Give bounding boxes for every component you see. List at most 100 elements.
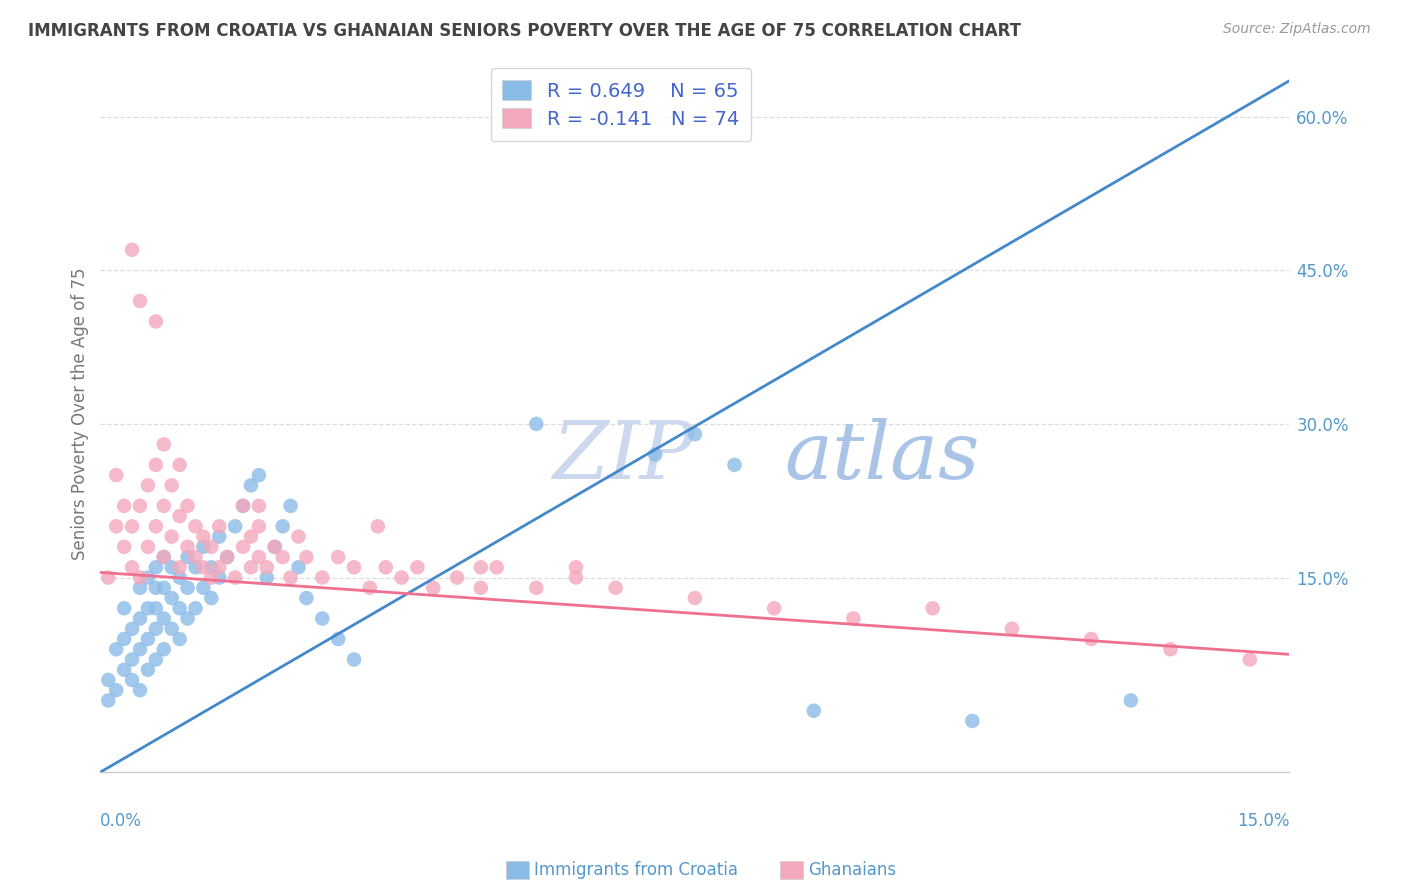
Point [145, 622, 167, 636]
Point [524, 581, 547, 595]
Point [169, 458, 191, 472]
Point [271, 519, 294, 533]
Point [145, 601, 167, 615]
Point [723, 458, 745, 472]
Point [247, 468, 270, 483]
Point [169, 570, 191, 584]
Point [247, 519, 270, 533]
Point [280, 570, 302, 584]
Point [145, 458, 167, 472]
Point [200, 570, 222, 584]
Point [962, 714, 984, 728]
Point [683, 591, 706, 605]
Point [1001, 622, 1024, 636]
Point [239, 478, 262, 492]
Point [176, 540, 198, 554]
Point [145, 560, 167, 574]
Point [129, 642, 152, 657]
Point [263, 540, 285, 554]
Point [176, 499, 198, 513]
Point [152, 499, 174, 513]
Point [287, 560, 309, 574]
Point [105, 642, 128, 657]
Point [295, 591, 318, 605]
Point [121, 519, 143, 533]
Point [367, 519, 389, 533]
Point [295, 550, 318, 565]
Point [208, 570, 231, 584]
Point [136, 663, 159, 677]
Point [328, 632, 350, 646]
Point [112, 499, 135, 513]
Text: Immigrants from Croatia: Immigrants from Croatia [534, 861, 738, 879]
Point [160, 478, 183, 492]
Point [470, 560, 492, 574]
Point [1080, 632, 1102, 646]
Point [565, 560, 588, 574]
Text: atlas: atlas [785, 418, 980, 495]
Text: ZIP: ZIP [553, 418, 695, 495]
Point [921, 601, 943, 615]
Point [160, 560, 183, 574]
Point [271, 550, 294, 565]
Point [184, 601, 207, 615]
Point [200, 591, 222, 605]
Point [263, 540, 285, 554]
Point [129, 293, 152, 308]
Point [184, 560, 207, 574]
Point [803, 704, 825, 718]
Point [193, 560, 215, 574]
Point [169, 632, 191, 646]
Point [287, 530, 309, 544]
Point [208, 560, 231, 574]
Point [160, 530, 183, 544]
Point [145, 652, 167, 666]
Point [232, 499, 254, 513]
Point [169, 509, 191, 524]
Point [343, 652, 366, 666]
Point [524, 417, 547, 431]
Point [136, 632, 159, 646]
Point [224, 519, 246, 533]
Point [193, 530, 215, 544]
Point [97, 673, 120, 687]
Point [256, 570, 278, 584]
Point [152, 437, 174, 451]
Point [311, 611, 333, 625]
Legend: R = 0.649    N = 65, R = -0.141   N = 74: R = 0.649 N = 65, R = -0.141 N = 74 [491, 69, 751, 141]
Point [129, 499, 152, 513]
Point [97, 693, 120, 707]
Point [129, 683, 152, 698]
Point [152, 642, 174, 657]
Point [160, 622, 183, 636]
Point [374, 560, 396, 574]
Point [239, 560, 262, 574]
Point [311, 570, 333, 584]
Point [121, 243, 143, 257]
Point [200, 540, 222, 554]
Point [193, 540, 215, 554]
Point [136, 478, 159, 492]
Point [112, 663, 135, 677]
Point [121, 652, 143, 666]
Point [470, 581, 492, 595]
Point [422, 581, 444, 595]
Point [446, 570, 468, 584]
Point [184, 519, 207, 533]
Point [112, 601, 135, 615]
Point [129, 611, 152, 625]
Point [152, 581, 174, 595]
Point [176, 550, 198, 565]
Point [176, 581, 198, 595]
Point [644, 448, 666, 462]
Point [136, 601, 159, 615]
Point [152, 611, 174, 625]
Point [391, 570, 413, 584]
Point [1159, 642, 1181, 657]
Point [485, 560, 508, 574]
Point [683, 427, 706, 442]
Point [112, 540, 135, 554]
Point [200, 560, 222, 574]
Point [328, 550, 350, 565]
Text: 0.0%: 0.0% [100, 812, 142, 830]
